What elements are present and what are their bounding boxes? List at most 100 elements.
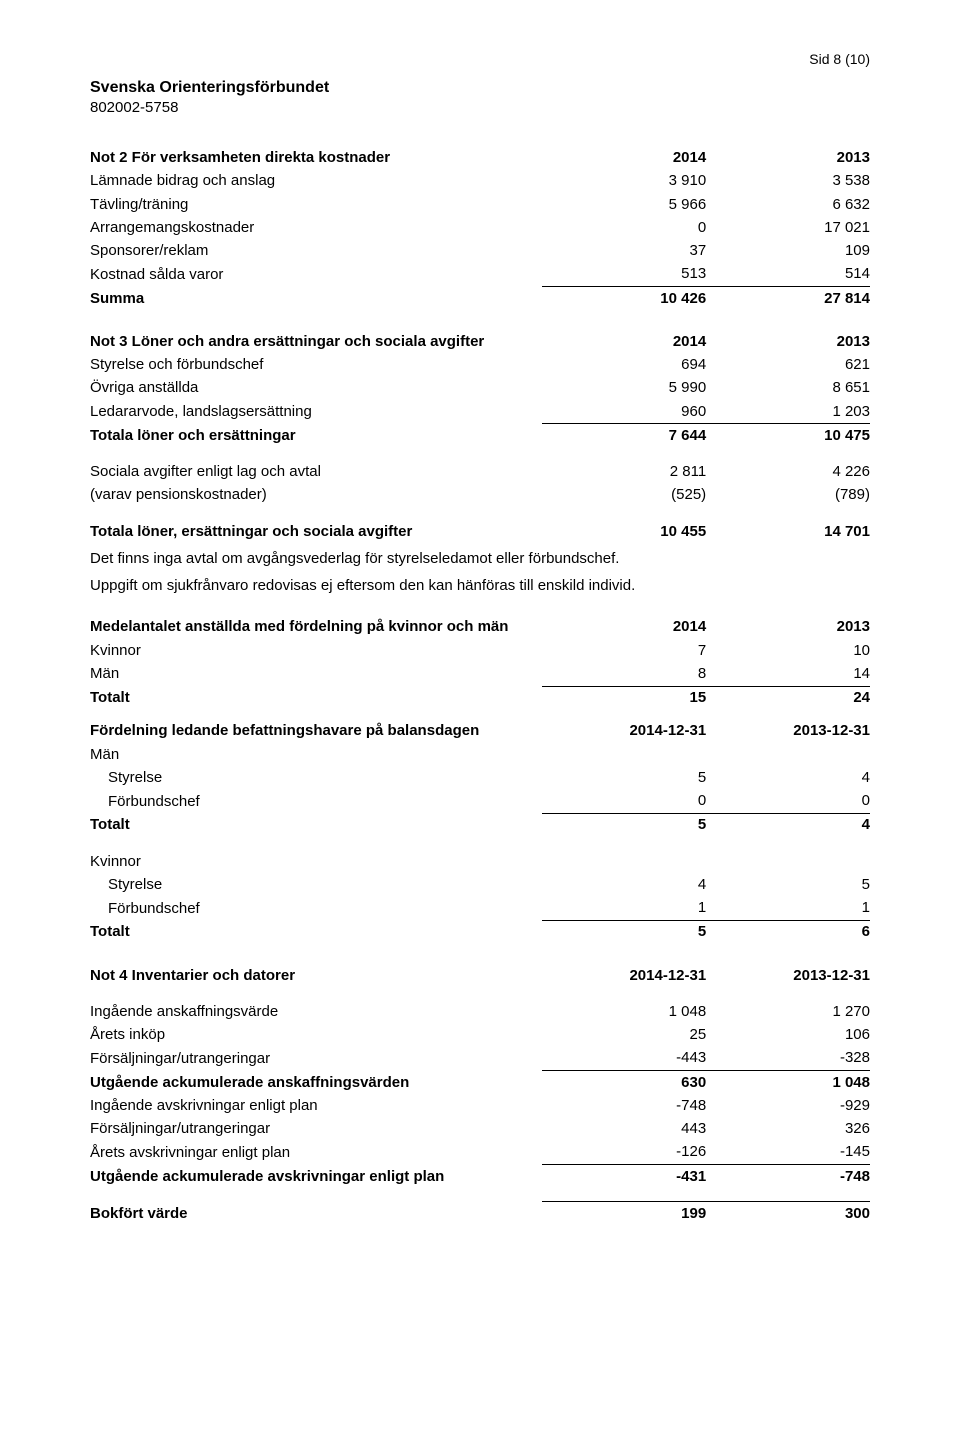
row-value-2: 14 <box>706 662 870 686</box>
table-row: Förbundschef11 <box>90 897 870 921</box>
not2-title: Not 2 För verksamheten direkta kostnader <box>90 147 542 170</box>
medel-tot-v2: 24 <box>706 686 870 710</box>
row-value-1: 0 <box>542 790 706 814</box>
not4-bok-v2: 300 <box>706 1202 870 1226</box>
row-value-2: -145 <box>706 1141 870 1165</box>
medel-year1: 2014 <box>542 616 706 639</box>
row-label: Övriga anställda <box>90 377 542 400</box>
fordelning-year2: 2013-12-31 <box>706 720 870 743</box>
fordelning-g1-label: Män <box>90 743 542 766</box>
row-value-1: 443 <box>542 1118 706 1141</box>
row-value-1: 37 <box>542 240 706 263</box>
row-value-1: -443 <box>542 1047 706 1071</box>
table-row: Ledararvode, landslagsersättning9601 203 <box>90 400 870 424</box>
row-label: Ledararvode, landslagsersättning <box>90 400 542 424</box>
page-number: Sid 8 (10) <box>90 50 870 69</box>
row-label: Årets inköp <box>90 1024 542 1047</box>
row-label: Tävling/träning <box>90 193 542 216</box>
row-value-2: 17 021 <box>706 216 870 239</box>
not4-s2-label: Utgående ackumulerade avskrivningar enli… <box>90 1165 542 1189</box>
fordelning-g2-tot-v2: 6 <box>706 920 870 944</box>
fordelning-g2-tot-label: Totalt <box>90 920 542 944</box>
table-row: Ingående anskaffningsvärde1 0481 270 <box>90 1000 870 1023</box>
not3-title: Not 3 Löner och andra ersättningar och s… <box>90 330 542 353</box>
medel-title: Medelantalet anställda med fördelning på… <box>90 616 542 639</box>
row-value-1: 0 <box>542 216 706 239</box>
not2-sum-v1: 10 426 <box>542 287 706 311</box>
row-label: Kostnad sålda varor <box>90 263 542 287</box>
row-value-2: (789) <box>706 484 870 507</box>
table-row: Förbundschef00 <box>90 790 870 814</box>
row-value-2: 4 226 <box>706 461 870 484</box>
not4-s2-v1: -431 <box>542 1165 706 1189</box>
not4-s2-v2: -748 <box>706 1165 870 1189</box>
row-label: Förbundschef <box>90 897 542 921</box>
row-label: Män <box>90 662 542 686</box>
table-row: Arrangemangskostnader017 021 <box>90 216 870 239</box>
row-value-2: 3 538 <box>706 170 870 193</box>
table-row: (varav pensionskostnader)(525)(789) <box>90 484 870 507</box>
row-value-2: -929 <box>706 1094 870 1117</box>
fordelning-table: Fördelning ledande befattningshavare på … <box>90 720 870 944</box>
row-value-1: 5 <box>542 766 706 789</box>
row-label: Ingående avskrivningar enligt plan <box>90 1094 542 1117</box>
fordelning-title: Fördelning ledande befattningshavare på … <box>90 720 542 743</box>
row-value-2: 4 <box>706 766 870 789</box>
fordelning-g1-tot-v2: 4 <box>706 813 870 837</box>
not3-sub-v2: 10 475 <box>706 424 870 448</box>
not2-year1: 2014 <box>542 147 706 170</box>
row-value-2: -328 <box>706 1047 870 1071</box>
row-value-1: 1 048 <box>542 1000 706 1023</box>
not3-year2: 2013 <box>706 330 870 353</box>
not2-sum-v2: 27 814 <box>706 287 870 311</box>
row-label: (varav pensionskostnader) <box>90 484 542 507</box>
row-label: Förbundschef <box>90 790 542 814</box>
not4-s1-label: Utgående ackumulerade anskaffningsvärden <box>90 1071 542 1095</box>
row-label: Styrelse och förbundschef <box>90 354 542 377</box>
row-value-2: 514 <box>706 263 870 287</box>
not3-note1: Det finns inga avtal om avgångsvederlag … <box>90 549 870 569</box>
not4-year1: 2014-12-31 <box>542 964 706 987</box>
medel-year2: 2013 <box>706 616 870 639</box>
row-value-1: 25 <box>542 1024 706 1047</box>
row-value-1: 694 <box>542 354 706 377</box>
table-row: Årets inköp25106 <box>90 1024 870 1047</box>
row-value-2: 621 <box>706 354 870 377</box>
row-value-1: (525) <box>542 484 706 507</box>
row-label: Sponsorer/reklam <box>90 240 542 263</box>
fordelning-g1-tot-label: Totalt <box>90 813 542 837</box>
medel-tot-v1: 15 <box>542 686 706 710</box>
table-row: Försäljningar/utrangeringar443326 <box>90 1118 870 1141</box>
row-value-1: -748 <box>542 1094 706 1117</box>
table-row: Styrelse54 <box>90 766 870 789</box>
not4-s1-v1: 630 <box>542 1071 706 1095</box>
row-label: Försäljningar/utrangeringar <box>90 1047 542 1071</box>
not3-tot-label: Totala löner, ersättningar och sociala a… <box>90 520 542 543</box>
organization-title: Svenska Orienteringsförbundet <box>90 77 870 99</box>
not4-bok-label: Bokfört värde <box>90 1202 542 1226</box>
row-value-1: 4 <box>542 873 706 896</box>
row-value-1: -126 <box>542 1141 706 1165</box>
table-row: Kostnad sålda varor513514 <box>90 263 870 287</box>
row-label: Lämnade bidrag och anslag <box>90 170 542 193</box>
table-row: Försäljningar/utrangeringar-443-328 <box>90 1047 870 1071</box>
row-value-1: 8 <box>542 662 706 686</box>
table-row: Lämnade bidrag och anslag3 9103 538 <box>90 170 870 193</box>
not4-s1-v2: 1 048 <box>706 1071 870 1095</box>
not2-table: Not 2 För verksamheten direkta kostnader… <box>90 147 870 311</box>
row-label: Styrelse <box>90 873 542 896</box>
not3-tot-v2: 14 701 <box>706 520 870 543</box>
table-row: Årets avskrivningar enligt plan-126-145 <box>90 1141 870 1165</box>
table-row: Sponsorer/reklam37109 <box>90 240 870 263</box>
row-value-2: 5 <box>706 873 870 896</box>
row-label: Styrelse <box>90 766 542 789</box>
not3-sub-label: Totala löner och ersättningar <box>90 424 542 448</box>
row-value-1: 7 <box>542 639 706 662</box>
not4-title: Not 4 Inventarier och datorer <box>90 964 542 987</box>
medel-tot-label: Totalt <box>90 686 542 710</box>
document-page: Sid 8 (10) Svenska Orienteringsförbundet… <box>0 0 960 1266</box>
table-row: Styrelse och förbundschef694621 <box>90 354 870 377</box>
row-value-2: 0 <box>706 790 870 814</box>
not3-sub-v1: 7 644 <box>542 424 706 448</box>
medel-table: Medelantalet anställda med fördelning på… <box>90 616 870 710</box>
